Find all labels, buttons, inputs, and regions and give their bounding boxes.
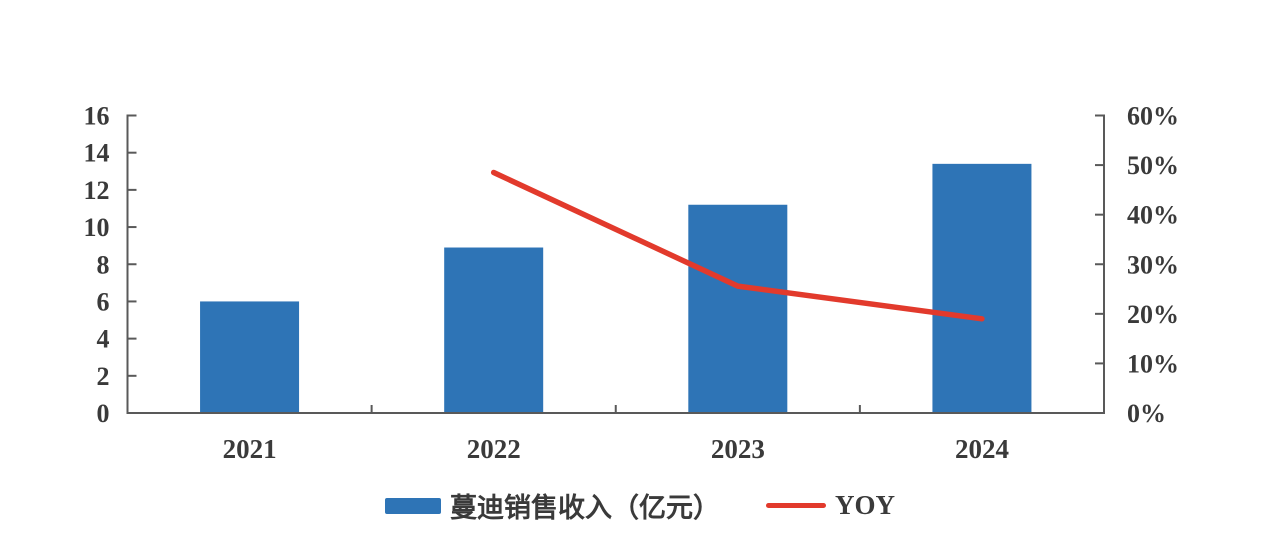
left-axis-label: 8 (97, 250, 110, 279)
right-axis-label: 50% (1127, 151, 1179, 180)
right-axis-label: 30% (1127, 250, 1179, 279)
right-axis-label: 40% (1127, 201, 1179, 230)
left-axis-label: 4 (97, 325, 110, 354)
left-axis-label: 14 (84, 139, 110, 168)
legend-line-swatch-icon (766, 503, 826, 508)
left-axis-label: 12 (84, 176, 110, 205)
left-axis-label: 0 (97, 399, 110, 428)
right-axis-label: 60% (1127, 102, 1179, 131)
x-axis-label: 2022 (467, 434, 521, 464)
legend-item-yoy: YOY (766, 490, 895, 521)
x-axis-label: 2021 (223, 434, 277, 464)
legend: 蔓迪销售收入（亿元） YOY (385, 486, 895, 525)
legend-line-label: YOY (835, 490, 895, 520)
x-axis-label: 2023 (711, 434, 765, 464)
legend-item-revenue: 蔓迪销售收入（亿元） (385, 486, 720, 525)
right-axis-label: 20% (1127, 300, 1179, 329)
left-axis-label: 16 (84, 102, 110, 131)
bar-2021 (200, 301, 300, 413)
bar-2023 (688, 204, 788, 413)
bar-2024 (932, 163, 1032, 413)
left-axis-label: 10 (84, 213, 110, 242)
yoy-line (490, 169, 985, 322)
right-axis-label: 10% (1127, 349, 1179, 378)
left-axis-label: 2 (97, 362, 110, 391)
bar-2022 (444, 247, 544, 413)
legend-bar-label: 蔓迪销售收入（亿元） (450, 493, 720, 523)
left-axis-label: 6 (97, 287, 110, 316)
right-axis-label: 0% (1127, 399, 1166, 428)
legend-bar-swatch-icon (385, 497, 441, 514)
x-axis-label: 2024 (955, 434, 1009, 464)
